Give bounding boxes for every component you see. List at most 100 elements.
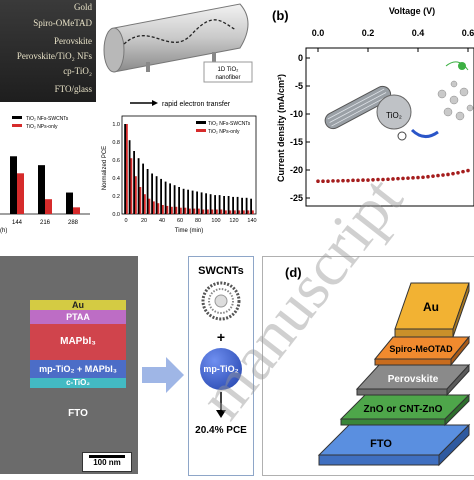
panel-d: (d) FTO ZnO or CNT-ZnO Perovskite Spiro-…	[262, 256, 474, 476]
tio2-sphere	[376, 94, 412, 130]
panel-c-sem-image: Au PTAA MAPbI₃ mp-TiO₂ + MAPbI₃ c-TiO₂ F…	[0, 256, 138, 474]
panel-b-ylabel: Current density (mA/cm²)	[276, 74, 286, 182]
bar-black-10	[133, 151, 135, 214]
bar-red-110	[225, 210, 227, 214]
tick-right-y-0.6: 0.6	[112, 158, 120, 164]
tick-b-y--5: -5	[295, 81, 303, 91]
tick-right-x-100: 100	[211, 218, 220, 224]
legend-left-black: TiO₂ NFs-SWCNTs	[26, 116, 69, 122]
bar-black-20	[142, 163, 144, 214]
panel-d-label: (d)	[285, 265, 302, 280]
jv-point-3	[331, 179, 335, 183]
green-electron-icon	[458, 62, 466, 70]
chart-left-xlabel: (h)	[0, 228, 7, 234]
lattice-icon	[437, 80, 474, 121]
bar-black-55	[173, 185, 176, 214]
bar-black-115	[227, 196, 230, 214]
fiber-label-2: nanofiber	[215, 75, 240, 81]
jv-point-13	[381, 177, 385, 182]
jv-point-27	[451, 171, 455, 176]
electron-transfer-arrow	[410, 128, 439, 138]
tick-right-y-1.0: 1.0	[112, 122, 120, 128]
layer-label-perovskite-tio2: Perovskite/TiO₂ NFs	[16, 51, 92, 61]
tick-right-x-80: 80	[195, 218, 201, 224]
chart-right-legend: TiO₂ NFs-SWCNTs TiO₂ NPs-only	[196, 121, 251, 135]
bar-black-25	[146, 169, 149, 214]
layer-perovskite-label: Perovskite	[388, 374, 439, 385]
carbon-nanotube-icon	[324, 85, 392, 130]
bar-black-80	[196, 191, 198, 214]
band-mp-tio2: mp-TiO₂ + MAPbI₃	[30, 360, 126, 378]
bar-black-70	[187, 189, 189, 214]
bar-left-288-0	[66, 192, 73, 214]
bar-red-60	[180, 207, 182, 214]
jv-point-28	[456, 171, 460, 175]
bar-black-40	[160, 178, 162, 214]
legend-right-red: TiO₂ NPs-only	[208, 129, 240, 135]
panel-b-top-axis-label: Voltage (V)	[389, 6, 435, 16]
bar-black-65	[182, 188, 185, 214]
bar-red-90	[207, 209, 209, 214]
device-stack: FTO ZnO or CNT-ZnO Perovskite Spiro-MeOT…	[317, 282, 471, 467]
jv-point-6	[346, 178, 350, 183]
bar-black-5	[128, 140, 131, 214]
jv-point-7	[351, 178, 355, 183]
bar-red-40	[162, 205, 164, 214]
tick-b-y--15: -15	[290, 137, 303, 147]
bar-chart-normalized-pce: Normalized PCE TiO₂ NFs-SWCNTs TiO₂ NPs-…	[102, 115, 257, 234]
tick-left-216: 216	[40, 220, 51, 226]
electron-icon	[397, 131, 407, 141]
bar-red-130	[243, 210, 245, 214]
bar-red-15	[139, 187, 142, 214]
bar-black-105	[218, 195, 221, 214]
bar-red-20	[144, 194, 146, 214]
tio2-nanofiber-shape	[103, 3, 249, 73]
bar-black-45	[164, 181, 167, 214]
jv-point-14	[386, 177, 390, 182]
bar-black-15	[137, 158, 140, 214]
jv-point-2	[326, 179, 330, 183]
tick-right-x-60: 60	[177, 218, 183, 224]
bar-left-144-1	[17, 173, 24, 214]
jv-point-0	[316, 179, 320, 183]
bar-left-144-0	[10, 156, 17, 214]
bar-red-0	[126, 124, 128, 214]
fiber-label-box: 1D TiO₂ nanofiber	[203, 61, 253, 83]
tick-b-x-0.2: 0.2	[362, 28, 375, 38]
swcnt-label: SWCNTs	[198, 265, 244, 277]
bar-red-55	[175, 206, 178, 214]
arrow-to-swcnt	[142, 357, 184, 393]
tick-b-y--20: -20	[290, 165, 303, 175]
tick-left-288: 288	[68, 220, 79, 226]
jv-point-5	[341, 178, 345, 183]
jv-point-10	[366, 178, 370, 182]
bar-left-288-1	[73, 207, 80, 214]
layer-label-perovskite: Perovskite	[54, 36, 92, 46]
chart-left-legend: TiO₂ NFs-SWCNTs TiO₂ NPs-only	[12, 116, 69, 130]
electron-path	[123, 19, 237, 45]
jv-point-21	[421, 175, 425, 180]
jv-point-20	[416, 175, 420, 180]
bar-red-25	[148, 198, 151, 214]
layer-au-label: Au	[423, 300, 439, 314]
tick-right-x-20: 20	[141, 218, 147, 224]
jv-point-4	[336, 179, 340, 183]
layer-label-fto-glass: FTO/glass	[54, 84, 92, 94]
bar-black-30	[151, 173, 153, 214]
fiber-label-1: 1D TiO₂	[218, 67, 240, 73]
bar-red-120	[234, 210, 236, 214]
jv-point-19	[411, 176, 415, 180]
bar-red-115	[229, 210, 232, 214]
bar-black-95	[209, 194, 212, 214]
mp-tio2-sphere: mp-TiO₂	[200, 348, 242, 390]
jv-point-17	[401, 176, 405, 181]
bar-black-130	[241, 197, 243, 214]
bar-black-110	[223, 196, 225, 214]
bar-red-35	[157, 203, 160, 214]
tio2-label: TiO₂	[386, 111, 402, 120]
bar-red-95	[211, 209, 214, 214]
layer-label-cp-tio2: cp-TiO₂	[63, 66, 92, 76]
tick-right-x-140: 140	[247, 218, 256, 224]
chart-right-xlabel: Time (min)	[175, 228, 203, 234]
tick-right-y-0.2: 0.2	[112, 194, 120, 200]
